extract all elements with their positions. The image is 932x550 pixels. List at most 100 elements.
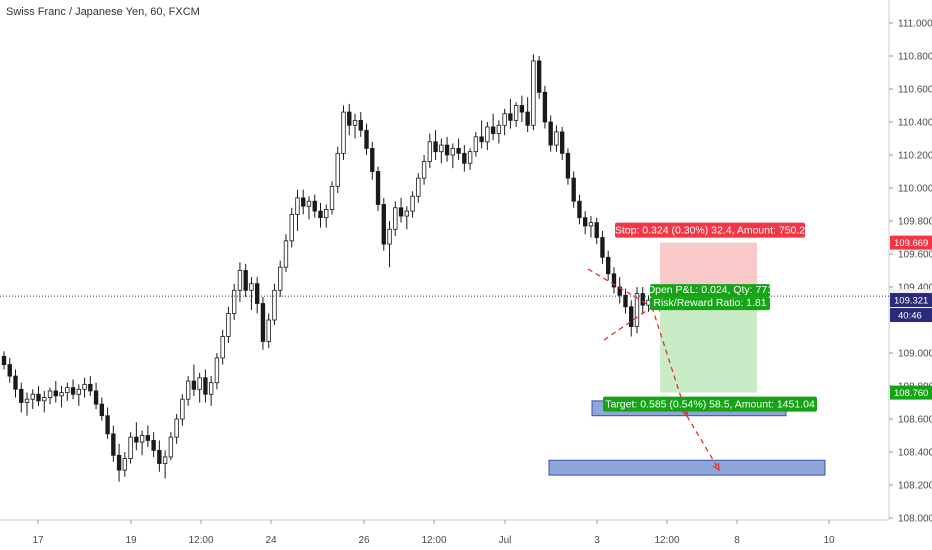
projection-arrow [651, 306, 688, 417]
x-tick-label: 24 [265, 535, 277, 546]
candle-body [111, 433, 116, 456]
candle-body [444, 144, 450, 156]
candle-body [548, 121, 553, 146]
candle-body [70, 387, 76, 395]
target-label: Target: 0.585 (0.54%) 58.5, Amount: 1451… [605, 399, 815, 411]
candle-body [617, 286, 622, 296]
candle-body [237, 270, 243, 291]
candle-body [220, 336, 225, 359]
candle-body [185, 380, 191, 400]
candle-body [490, 126, 496, 134]
candle-body [433, 141, 438, 153]
candle-body [439, 144, 444, 153]
x-tick-label: 19 [125, 535, 137, 546]
candles [1, 54, 663, 482]
x-tick-label: 12:00 [421, 535, 446, 546]
candle-body [611, 273, 617, 288]
candle-body [318, 210, 323, 219]
price-zone [548, 459, 826, 476]
candle-body [180, 398, 185, 420]
candle-body [203, 377, 208, 395]
y-tick-label: 111.000 [898, 19, 932, 30]
candle-body [99, 403, 105, 417]
candle-body [88, 383, 93, 392]
target-label-bg [603, 396, 817, 412]
x-tick-label: 26 [358, 535, 370, 546]
candle-body [358, 119, 363, 131]
candle-body [59, 392, 64, 397]
candle-body [226, 312, 231, 337]
candle-body [7, 364, 12, 377]
candle-body [168, 436, 174, 458]
candle-body [370, 147, 375, 172]
candle-body [19, 388, 24, 403]
price-tag: 109.321 [894, 296, 928, 307]
candle-body [536, 60, 542, 93]
candle-body [65, 387, 70, 393]
candle-body [312, 200, 317, 212]
candle-body [588, 222, 594, 227]
candle-body [571, 177, 576, 202]
candle-body [162, 456, 168, 464]
candle-body [260, 303, 266, 342]
candle-body [151, 440, 156, 451]
target-zone [660, 296, 757, 393]
countdown-label: 40:46 [898, 311, 922, 322]
risk-reward-label: Risk/Reward Ratio: 1.81 [653, 297, 766, 309]
candle-body [531, 60, 536, 126]
candle-body [24, 398, 30, 403]
candle-body [450, 147, 456, 156]
candle-body [301, 197, 306, 207]
labels: Stop: 0.324 (0.30%) 32.4, Amount: 750.2 T… [603, 222, 932, 412]
candle-body [473, 136, 479, 153]
candle-body [82, 383, 87, 390]
candle-body [375, 171, 381, 205]
candle-body [272, 289, 277, 321]
y-tick-label: 109.400 [898, 283, 932, 294]
candle-body [139, 435, 145, 443]
drawings [0, 242, 889, 476]
y-tick-label: 110.200 [898, 151, 932, 162]
y-tick-label: 109.800 [898, 217, 932, 228]
candle-body [249, 283, 254, 291]
candle-body [479, 136, 484, 143]
x-tick-label: 3 [594, 535, 600, 546]
candle-body [1, 355, 7, 365]
price-tag-bg [890, 385, 932, 400]
candle-body [329, 185, 335, 210]
y-tick-label: 110.600 [898, 85, 932, 96]
candle-body [352, 119, 358, 126]
candle-body [525, 111, 530, 126]
candle-body [295, 197, 300, 215]
candle-body [634, 293, 640, 328]
candle-body [462, 152, 467, 164]
candle-body [278, 266, 283, 291]
candle-body [410, 195, 415, 212]
price-tag-bg [890, 293, 932, 308]
candle-body [467, 151, 473, 164]
y-tick-label: 108.200 [898, 481, 932, 492]
y-tick-label: 110.400 [898, 118, 932, 129]
candle-body [496, 124, 502, 134]
candle-body [122, 458, 128, 471]
candle-body [404, 210, 409, 217]
arrow-head [712, 462, 720, 472]
stop-label-bg [615, 222, 805, 238]
candle-body [255, 283, 260, 304]
x-tick-label: 12:00 [654, 535, 679, 546]
y-tick-label: 108.000 [898, 514, 932, 525]
candle-body [577, 200, 582, 219]
candle-body [214, 357, 220, 384]
chart-title: Swiss Franc / Japanese Yen, 60, FXCM [6, 6, 200, 18]
candle-body [128, 436, 133, 459]
candle-body [640, 293, 645, 306]
candle-body [427, 141, 433, 163]
candle-body [145, 435, 151, 441]
candle-body [116, 454, 122, 471]
candle-body [13, 375, 18, 390]
projection-arrow [686, 415, 720, 471]
candle-body [485, 126, 490, 143]
candle-body [508, 113, 513, 121]
y-tick-label: 108.600 [898, 415, 932, 426]
